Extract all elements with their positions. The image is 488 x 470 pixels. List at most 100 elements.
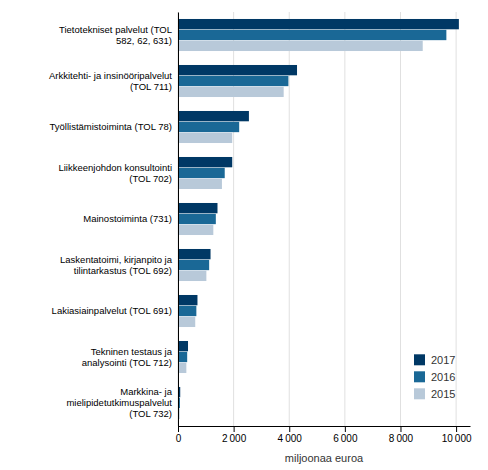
legend: 2017 2016 2015 [414,354,455,400]
y-tick-label: Lakiasiainpalvelut (TOL 691) [52,305,172,316]
bar [178,157,232,167]
x-tick-label: 2 000 [222,433,247,444]
x-tick-label: 8 000 [389,433,414,444]
bar [178,41,423,51]
x-axis-line [179,426,471,427]
x-tick-label: 10 000 [442,433,472,444]
y-tick-label-line: (TOL 702) [129,173,172,184]
y-tick-label-line: Lakiasiainpalvelut (TOL 691) [52,305,172,316]
bar [178,76,288,86]
y-tick-label: Mainostoiminta (731) [83,213,172,224]
y-tick-label-line: mielipidetutkimuspalvelut [66,397,172,408]
y-tick-label-line: Markkina- ja [120,386,172,397]
bar [178,87,284,97]
grid [178,12,456,426]
y-tick-label-line: Tekninen testaus ja [91,346,173,357]
x-tick-mark [456,426,457,432]
x-tick: 6 000 [333,426,358,444]
bar [178,19,459,29]
bar [178,30,446,40]
bar [178,363,186,373]
x-tick: 0 [176,426,182,444]
y-tick-label: Laskentatoimi, kirjanpito jatilintarkast… [60,254,173,276]
bar [178,295,197,305]
x-tick-label: 4 000 [278,433,303,444]
x-tick: 8 000 [389,426,414,444]
y-tick: Mainostoiminta (731) [83,213,178,224]
x-tick-mark [400,426,401,432]
bar-series [178,19,459,397]
x-axis: 0 2 000 4 000 6 000 8 000 10 000 [176,426,472,444]
bar [178,179,222,189]
y-tick: Tietotekniset palvelut (TOL582, 62, 631) [59,24,178,46]
x-tick: 4 000 [278,426,303,444]
legend-label: 2016 [431,371,455,383]
bar [178,317,195,327]
y-tick: Arkkitehti- ja insinööripalvelut(TOL 711… [49,70,178,92]
y-tick-label: Tietotekniset palvelut (TOL582, 62, 631) [59,24,172,46]
bar [178,225,213,235]
y-axis-line [178,13,179,427]
chart: 0 2 000 4 000 6 000 8 000 10 000 Tietotekniset… [0,0,488,470]
bar [178,214,216,224]
plot: 0 2 000 4 000 6 000 8 000 10 000 Tietotekniset… [49,12,472,464]
bar [178,306,196,316]
legend-label: 2015 [431,388,455,400]
bar [178,122,239,132]
y-tick-label-line: Laskentatoimi, kirjanpito ja [60,254,173,265]
bar-series [178,41,423,419]
y-tick-label: Arkkitehti- ja insinööripalvelut(TOL 711… [49,70,172,92]
bar [178,260,209,270]
x-tick-mark [345,426,346,432]
legend-swatch [414,388,425,399]
y-tick-label-line: Mainostoiminta (731) [83,213,172,224]
legend-swatch [414,354,425,365]
y-axis: Tietotekniset palvelut (TOL582, 62, 631)… [49,13,179,427]
y-tick-label-line: 582, 62, 631) [116,35,172,46]
y-tick-label-line: tilintarkastus (TOL 692) [74,265,172,276]
bar [178,65,297,75]
y-tick: Laskentatoimi, kirjanpito jatilintarkast… [60,254,178,276]
x-tick: 10 000 [442,426,472,444]
grid-line [400,12,401,426]
y-tick-label: Työllistämistoiminta (TOL 78) [50,121,172,132]
x-tick-label: 0 [176,433,182,444]
y-tick-label-line: analysointi (TOL 712) [82,357,172,368]
x-tick-mark [178,426,179,432]
grid-line [344,12,345,426]
bar-series [178,30,446,408]
y-tick: Työllistämistoiminta (TOL 78) [50,121,178,132]
y-tick-label: Markkina- jamielipidetutkimuspalvelut(TO… [66,386,172,419]
grid-line [178,12,179,426]
y-tick-label-line: Arkkitehti- ja insinööripalvelut [49,70,172,81]
legend-item: 2017 [414,354,455,366]
y-tick: Tekninen testaus jaanalysointi (TOL 712) [82,346,178,368]
y-tick-label-line: (TOL 711) [130,81,172,92]
bar [178,203,217,213]
x-tick-label: 6 000 [333,433,358,444]
legend-item: 2016 [414,371,455,383]
x-tick-mark [289,426,290,432]
legend-item: 2015 [414,388,455,400]
legend-swatch [414,371,425,382]
y-tick-label-line: Tietotekniset palvelut (TOL [59,24,172,35]
y-tick-label: Tekninen testaus jaanalysointi (TOL 712) [82,346,173,368]
x-tick: 2 000 [222,426,247,444]
y-tick: Liikkeenjohdon konsultointi(TOL 702) [58,162,178,184]
y-tick-label-line: Liikkeenjohdon konsultointi [58,162,172,173]
bar [178,111,249,121]
y-tick-label-line: Työllistämistoiminta (TOL 78) [50,121,172,132]
y-tick: Lakiasiainpalvelut (TOL 691) [52,305,178,316]
grid-line [456,12,457,426]
x-axis-title: miljoonaa euroa [285,452,364,464]
bar [178,352,187,362]
y-tick-label-line: (TOL 732) [129,408,172,419]
bar [178,249,211,259]
x-tick-mark [234,426,235,432]
bar [178,168,225,178]
bars [178,19,459,419]
y-tick-label: Liikkeenjohdon konsultointi(TOL 702) [58,162,172,184]
y-tick: Markkina- jamielipidetutkimuspalvelut(TO… [66,386,178,419]
bar [178,271,206,281]
bar [178,341,188,351]
